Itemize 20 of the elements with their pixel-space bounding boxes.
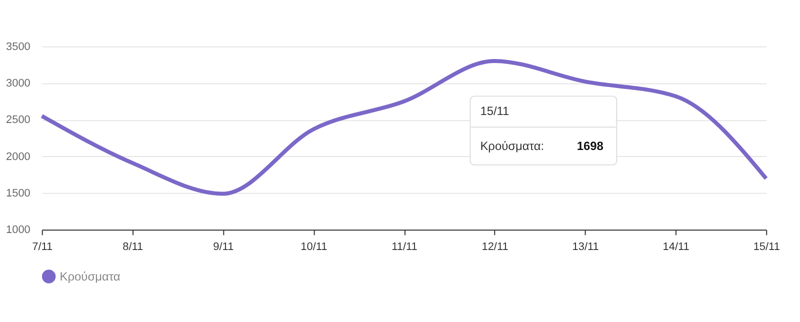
annotation: 1698 — [576, 138, 604, 153]
x-tick-label: 7/11 — [32, 241, 53, 254]
x-tick-label: 8/11 — [122, 241, 144, 254]
x-tick-label: 14/11 — [662, 241, 690, 254]
x-tick-label: 11/11 — [392, 241, 418, 254]
annotation: Κρούσματα: — [480, 138, 544, 153]
annotation: 15/11 — [480, 104, 510, 118]
legend-label: Κρούσματα — [60, 269, 120, 284]
line-series — [40, 59, 768, 196]
x-tick-label: 10/11 — [300, 241, 328, 254]
x-tick-label: 13/11 — [572, 241, 599, 254]
x-tick-label: 15/11 — [753, 241, 780, 254]
y-tick-label: 1000 — [6, 224, 30, 236]
y-tick-label: 2000 — [6, 150, 30, 163]
y-tick-label: 2500 — [6, 114, 30, 126]
y-tick-label: 3000 — [6, 78, 30, 90]
y-tick-label: 3500 — [6, 40, 30, 53]
x-tick-label: 12/11 — [482, 241, 508, 254]
y-tick-label: 1500 — [6, 188, 30, 200]
x-tick-label: 9/11 — [213, 241, 234, 254]
